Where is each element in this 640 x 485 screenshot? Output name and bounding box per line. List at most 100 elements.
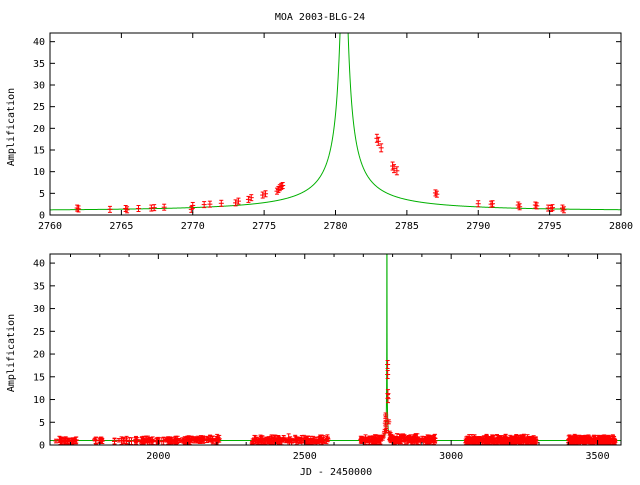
data-point bbox=[248, 194, 254, 202]
data-point bbox=[521, 436, 527, 441]
data-point bbox=[165, 436, 171, 445]
data-point bbox=[383, 427, 389, 433]
data-point bbox=[207, 200, 213, 208]
data-point bbox=[299, 438, 305, 445]
data-point bbox=[136, 205, 142, 212]
data-point bbox=[526, 440, 532, 445]
x-tick-label: 2770 bbox=[181, 221, 205, 232]
data-point bbox=[479, 439, 485, 444]
data-point bbox=[260, 191, 266, 199]
data-point bbox=[366, 436, 372, 445]
data-point bbox=[280, 182, 286, 190]
data-point bbox=[388, 435, 394, 441]
data-point bbox=[371, 436, 377, 443]
data-point bbox=[204, 437, 210, 444]
data-point bbox=[362, 436, 368, 445]
y-tick-label: 25 bbox=[33, 327, 45, 338]
data-point bbox=[324, 434, 330, 443]
data-point bbox=[195, 437, 201, 441]
data-point bbox=[265, 437, 271, 443]
data-point bbox=[386, 419, 392, 425]
data-point bbox=[272, 435, 278, 442]
data-point bbox=[490, 200, 496, 208]
data-point bbox=[517, 203, 523, 211]
y-tick-label: 30 bbox=[33, 81, 45, 92]
data-point bbox=[385, 370, 391, 380]
x-tick-label: 2790 bbox=[466, 221, 490, 232]
data-point bbox=[285, 438, 291, 445]
y-tick-label: 35 bbox=[33, 281, 45, 292]
y-tick-label: 35 bbox=[33, 59, 45, 70]
y-tick-label: 40 bbox=[33, 259, 45, 270]
top-y-axis-label: Amplification bbox=[6, 88, 17, 166]
x-tick-label: 2760 bbox=[38, 221, 62, 232]
data-point bbox=[314, 440, 320, 445]
x-tick-label: 3500 bbox=[586, 451, 610, 462]
data-point bbox=[507, 434, 513, 442]
x-tick-label: 2500 bbox=[293, 451, 317, 462]
data-point bbox=[358, 438, 364, 444]
data-point bbox=[570, 436, 576, 443]
data-point bbox=[549, 204, 555, 212]
x-tick-label: 2765 bbox=[109, 221, 133, 232]
data-point bbox=[595, 437, 601, 444]
data-point bbox=[107, 205, 113, 213]
data-point bbox=[529, 436, 535, 444]
data-point bbox=[426, 437, 432, 442]
data-point bbox=[145, 435, 151, 444]
data-point bbox=[517, 437, 523, 445]
data-point bbox=[253, 435, 259, 444]
data-point bbox=[161, 203, 167, 211]
data-point bbox=[378, 143, 384, 153]
y-tick-label: 20 bbox=[33, 350, 45, 361]
data-point bbox=[561, 206, 567, 214]
bottom-panel: Amplification JD - 2450000 0 5 10 15 20 25 30 3… bbox=[6, 253, 622, 478]
data-point bbox=[383, 416, 389, 422]
data-point bbox=[409, 438, 415, 443]
y-tick-label: 15 bbox=[33, 146, 45, 157]
data-point bbox=[320, 437, 326, 444]
data-point bbox=[497, 436, 503, 443]
data-point bbox=[176, 437, 182, 443]
bottom-x-axis-label: JD - 2450000 bbox=[300, 467, 372, 478]
top-plot-frame bbox=[49, 32, 622, 216]
data-point bbox=[64, 437, 70, 444]
data-point bbox=[207, 434, 213, 443]
data-point bbox=[469, 438, 475, 445]
data-point bbox=[245, 195, 251, 203]
data-point bbox=[486, 439, 492, 444]
y-tick-label: 10 bbox=[33, 395, 45, 406]
data-point bbox=[394, 166, 400, 176]
y-tick-label: 0 bbox=[39, 211, 45, 222]
data-point bbox=[218, 199, 224, 207]
bottom-plot-frame bbox=[49, 253, 622, 446]
data-point bbox=[76, 205, 82, 213]
x-tick-label: 3000 bbox=[439, 451, 463, 462]
y-tick-label: 40 bbox=[33, 37, 45, 48]
data-point bbox=[582, 439, 588, 445]
x-tick-label: 2800 bbox=[609, 221, 633, 232]
y-tick-label: 20 bbox=[33, 124, 45, 135]
data-point bbox=[53, 438, 59, 444]
data-point bbox=[413, 440, 419, 445]
data-point bbox=[401, 435, 407, 439]
data-point bbox=[376, 435, 382, 442]
data-point bbox=[185, 436, 191, 442]
data-point bbox=[141, 439, 147, 444]
x-tick-label: 2795 bbox=[538, 221, 562, 232]
data-point bbox=[119, 436, 125, 445]
data-point bbox=[600, 437, 606, 442]
y-tick-label: 30 bbox=[33, 304, 45, 315]
data-point bbox=[578, 438, 584, 445]
x-tick-label: 2000 bbox=[146, 451, 170, 462]
data-point bbox=[534, 202, 540, 210]
data-point bbox=[112, 438, 118, 445]
data-point bbox=[201, 201, 207, 209]
top-chart-title: MOA 2003-BLG-24 bbox=[275, 12, 365, 23]
top-panel: MOA 2003-BLG-24 Amplification 0 5 10 15 20 25… bbox=[6, 12, 633, 232]
y-tick-label: 15 bbox=[33, 372, 45, 383]
data-point bbox=[151, 204, 157, 212]
data-point bbox=[214, 433, 220, 443]
data-point bbox=[93, 436, 99, 445]
